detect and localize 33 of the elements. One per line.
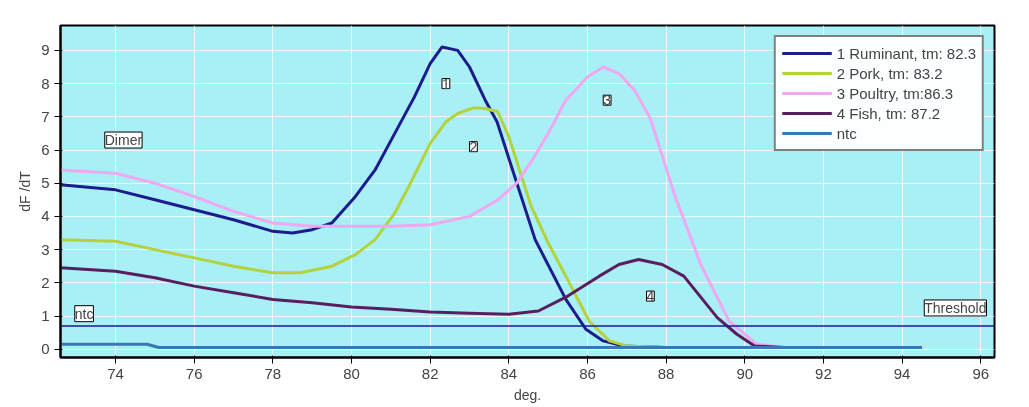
x-tick-label: 78	[264, 364, 282, 382]
x-tick-label: 90	[736, 364, 754, 382]
x-tick-label: 96	[972, 364, 990, 382]
x-axis-title: deg.	[513, 386, 542, 403]
y-tick-label: 9	[41, 41, 50, 59]
legend-label: 1 Ruminant, tm: 82.3	[836, 44, 976, 62]
y-tick-label: 2	[41, 273, 50, 291]
legend-label: 4 Fish, tm: 87.2	[836, 104, 941, 122]
legend-label: 3 Poultry, tm:86.3	[836, 84, 954, 102]
legend-label: 2 Pork, tm: 83.2	[836, 64, 943, 82]
y-axis-title: dF /dT	[17, 170, 34, 212]
y-tick-label: 1	[41, 307, 50, 324]
annotation: ntc	[74, 305, 94, 322]
y-tick-label: 8	[41, 74, 50, 92]
legend-label: ntc	[836, 124, 857, 142]
x-tick-label: 86	[579, 364, 596, 382]
y-tick-label: 0	[41, 340, 50, 358]
x-tick-label: 80	[343, 364, 360, 382]
y-tick-label: 6	[41, 141, 50, 158]
x-tick-label: 82	[421, 364, 439, 382]
x-tick-label: 92	[815, 364, 832, 382]
x-tick-label: 88	[657, 364, 675, 382]
y-tick-label: 5	[41, 174, 50, 192]
x-tick-label: 74	[107, 364, 124, 382]
y-tick-label: 3	[41, 240, 50, 258]
x-tick-label: 94	[893, 364, 911, 382]
annotation: 1	[442, 75, 450, 92]
ref-line-label: Threshold	[924, 299, 987, 316]
x-tick-label: 76	[185, 364, 203, 382]
x-tick-label: 84	[500, 364, 518, 382]
annotation: 2	[469, 138, 478, 155]
y-tick-label: 7	[41, 107, 50, 125]
y-tick-label: 4	[41, 207, 50, 225]
